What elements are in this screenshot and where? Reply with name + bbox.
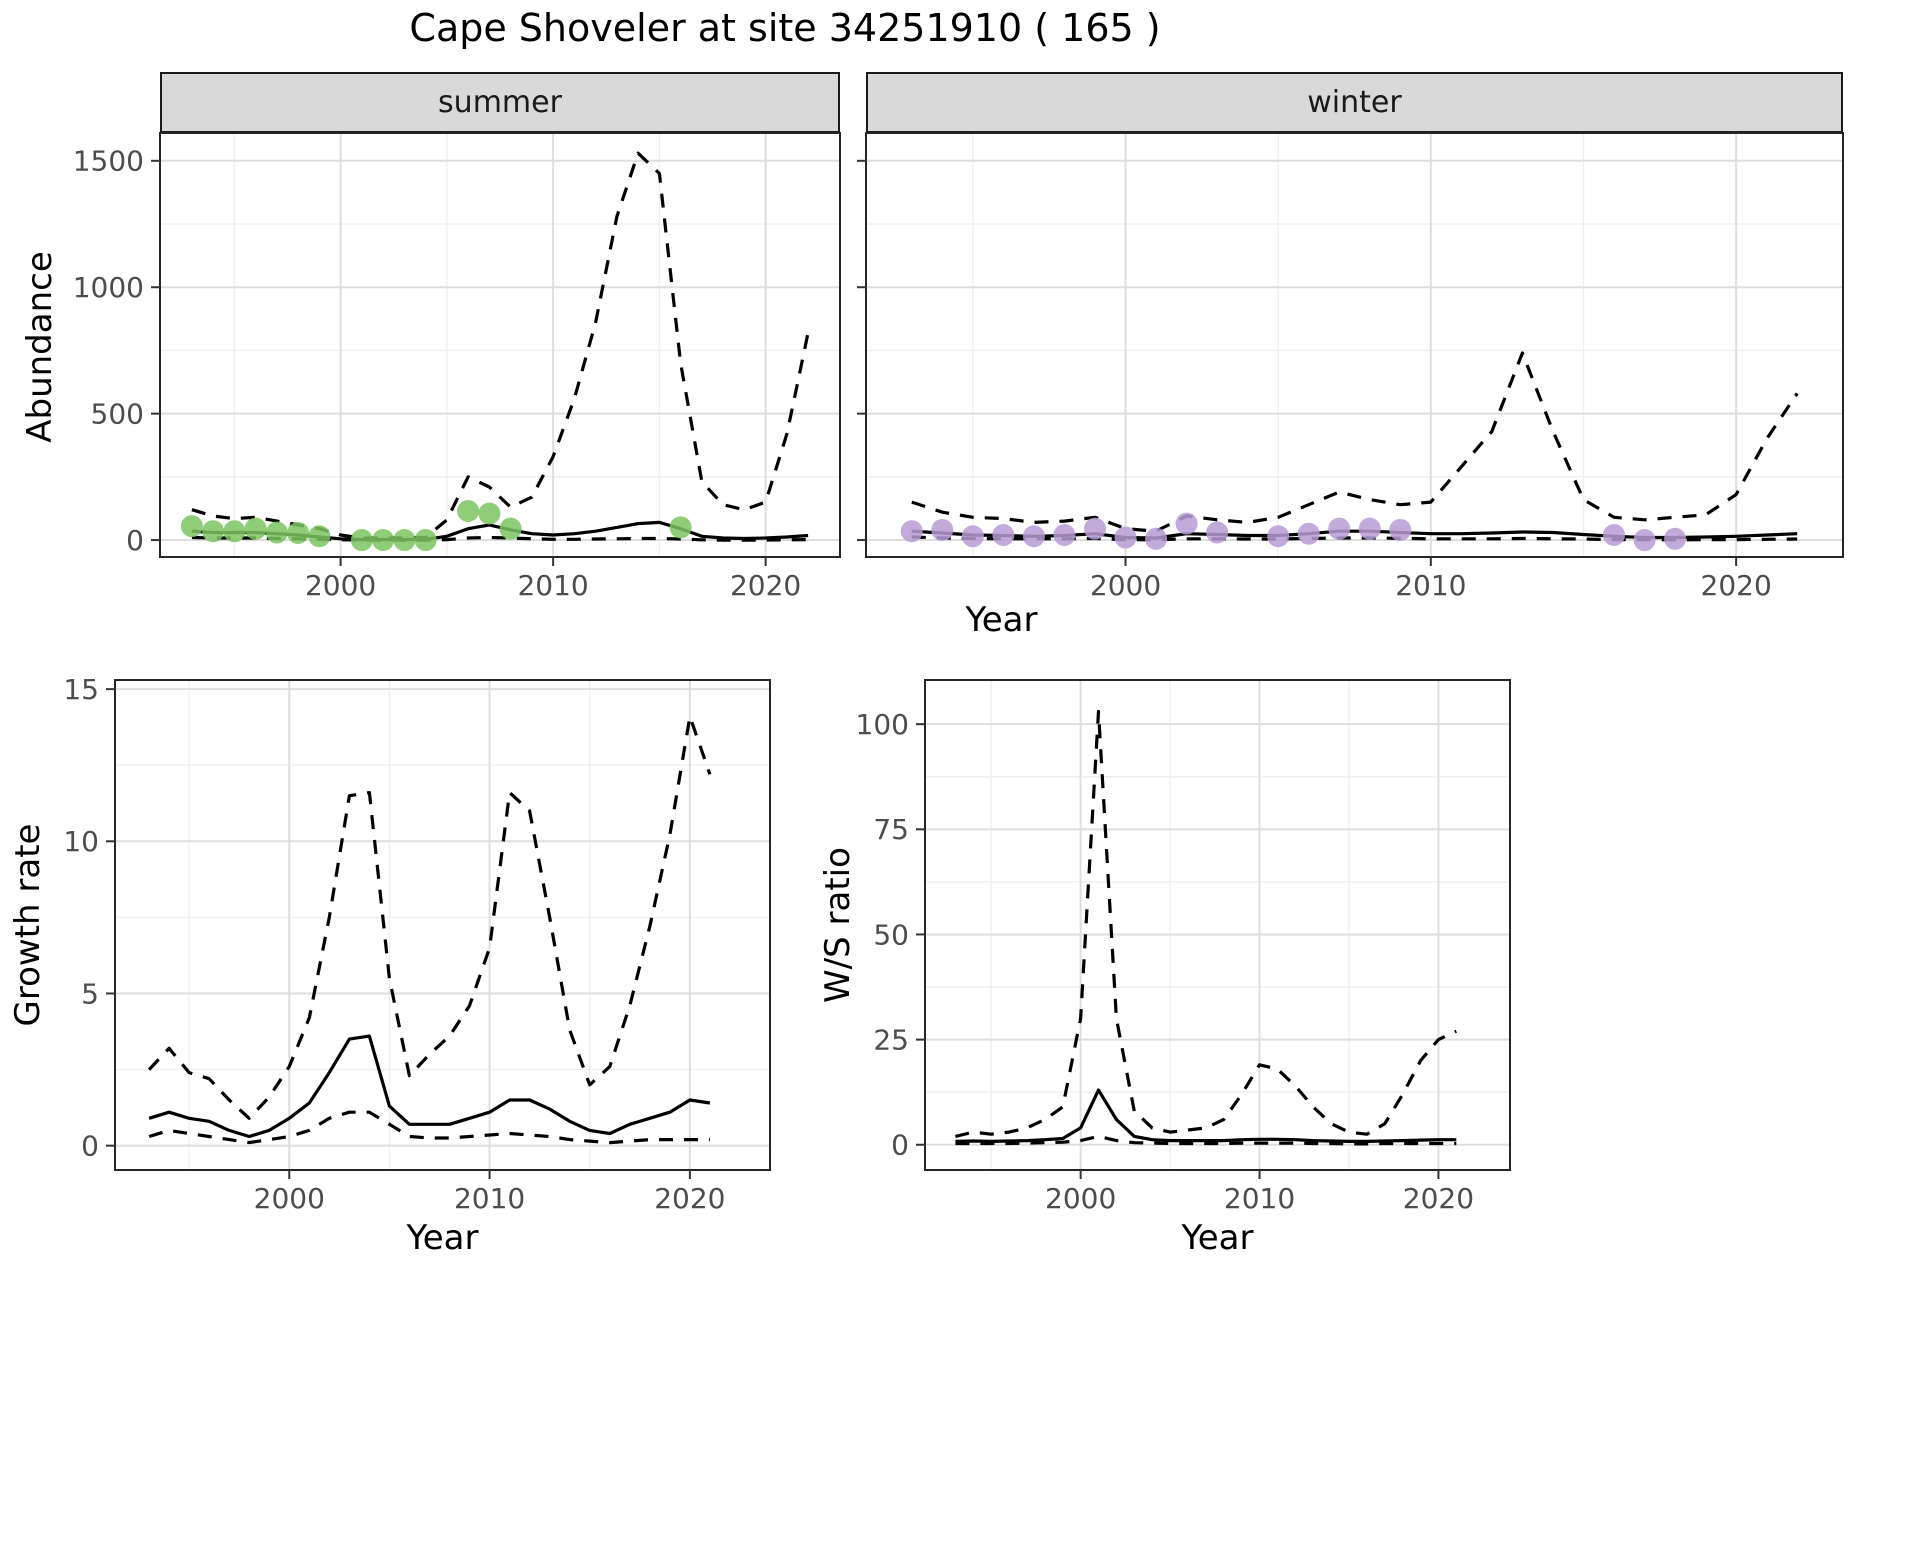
y-tick-label: 75 xyxy=(873,813,909,846)
panel-border xyxy=(924,679,1511,1171)
abundance-winter-observed-counts-point xyxy=(1389,518,1412,541)
facet-strip-winter: winter xyxy=(866,72,1843,133)
facet-strip-summer-label: summer xyxy=(438,85,562,120)
abundance-summer-observed-counts-point xyxy=(499,517,522,540)
y-tick-label: 50 xyxy=(873,918,909,951)
abundance-summer-observed-counts-point xyxy=(202,520,225,543)
abundance-winter-observed-counts-point xyxy=(992,524,1015,547)
abundance-summer-observed-counts-point xyxy=(223,520,246,543)
x-tick-label: 2020 xyxy=(730,569,801,602)
series-group-abundance-winter xyxy=(900,351,1799,552)
abundance-winter-observed-counts-point xyxy=(1358,517,1381,540)
panel-abundance-winter: 2000 2010 2020 xyxy=(857,132,1844,602)
top-year-axis-title: Year xyxy=(965,600,1038,640)
x-tick-label: 2020 xyxy=(654,1182,725,1215)
y-tick-label: 500 xyxy=(91,397,144,430)
abundance-summer-observed-counts-point xyxy=(287,521,310,544)
panel-background xyxy=(866,133,1843,557)
y-tick-label: 0 xyxy=(81,1129,99,1162)
y-tick-label: 5 xyxy=(81,977,99,1010)
facet-strip-summer: summer xyxy=(160,72,840,133)
growth-rate-upper-ci-line xyxy=(147,714,712,1120)
abundance-winter-observed-counts-point xyxy=(1267,525,1290,548)
ws-year-axis-title: Year xyxy=(1181,1218,1254,1258)
x-tick-label: 2000 xyxy=(305,569,376,602)
panel-ws-ratio: 2000 2010 2020 0 25 50 75 100 xyxy=(856,679,1511,1215)
chart-title: Cape Shoveler at site 34251910 ( 165 ) xyxy=(409,6,1161,50)
panel-background xyxy=(115,680,770,1170)
x-tick-label: 2010 xyxy=(1224,1182,1295,1215)
abundance-summer-observed-counts-point xyxy=(478,502,501,525)
y-tick-label: 0 xyxy=(126,524,144,557)
abundance-winter-observed-counts-point xyxy=(1114,526,1137,549)
abundance-winter-observed-counts-point xyxy=(1145,527,1168,550)
abundance-summer-observed-counts-point xyxy=(350,529,373,552)
abundance-winter-observed-counts-point xyxy=(961,525,984,548)
x-tick-label: 2000 xyxy=(1045,1182,1116,1215)
series-group-ws-ratio xyxy=(955,709,1457,1146)
abundance-summer-observed-counts-point xyxy=(265,521,288,544)
panel-background xyxy=(925,680,1510,1170)
panel-border xyxy=(865,132,1844,558)
abundance-winter-upper-ci-line xyxy=(911,351,1799,533)
y-tick-label: 10 xyxy=(63,825,99,858)
abundance-winter-observed-counts-point xyxy=(1022,525,1045,548)
y-tick-label: 1000 xyxy=(73,271,144,304)
x-tick-label: 2000 xyxy=(1090,569,1161,602)
abundance-winter-observed-counts-point xyxy=(1328,517,1351,540)
abundance-winter-observed-counts-point xyxy=(1664,527,1687,550)
ws-ratio-upper-ci-line xyxy=(955,709,1457,1138)
panel-border xyxy=(114,679,771,1171)
x-tick-label: 2010 xyxy=(1395,569,1466,602)
ws-ratio-lower-ci-line xyxy=(955,1134,1457,1146)
abundance-summer-observed-counts-point xyxy=(414,529,437,552)
panel-abundance-summer: 2000 2010 2020 0 500 1000 1500 xyxy=(73,132,841,602)
abundance-winter-observed-counts-point xyxy=(1603,524,1626,547)
abundance-winter-observed-counts-point xyxy=(1083,517,1106,540)
panel-border xyxy=(159,132,841,558)
x-tick-label: 2010 xyxy=(454,1182,525,1215)
y-tick-label: 100 xyxy=(856,708,909,741)
abundance-winter-observed-counts-point xyxy=(931,518,954,541)
series-group-growth-rate xyxy=(147,714,712,1145)
growth-rate-mean-fit-line xyxy=(148,1034,711,1139)
series-group-abundance-summer xyxy=(180,151,810,552)
x-tick-label: 2010 xyxy=(517,569,588,602)
y-tick-label: 15 xyxy=(63,673,99,706)
abundance-winter-observed-counts-point xyxy=(1175,512,1198,535)
abundance-winter-observed-counts-point xyxy=(900,520,923,543)
ws-ratio-mean-fit-line xyxy=(955,1088,1457,1143)
panel-background xyxy=(160,133,840,557)
y-tick-label: 1500 xyxy=(73,145,144,178)
abundance-summer-observed-counts-point xyxy=(372,529,395,552)
abundance-winter-observed-counts-point xyxy=(1297,522,1320,545)
y-tick-label: 0 xyxy=(891,1129,909,1162)
growth-year-axis-title: Year xyxy=(406,1218,479,1258)
facet-strip-winter-label: winter xyxy=(1307,85,1402,120)
abundance-summer-observed-counts-point xyxy=(244,517,267,540)
abundance-summer-observed-counts-point xyxy=(393,529,416,552)
abundance-winter-observed-counts-point xyxy=(1053,524,1076,547)
abundance-winter-observed-counts-point xyxy=(1633,529,1656,552)
abundance-summer-observed-counts-point xyxy=(308,525,331,548)
growth-rate-lower-ci-line xyxy=(148,1110,710,1145)
x-tick-label: 2020 xyxy=(1403,1182,1474,1215)
x-tick-label: 2000 xyxy=(254,1182,325,1215)
abundance-summer-observed-counts-point xyxy=(669,516,692,539)
abundance-summer-observed-counts-point xyxy=(180,515,203,538)
y-tick-label: 25 xyxy=(873,1023,909,1056)
abundance-summer-observed-counts-point xyxy=(457,499,480,522)
abundance-winter-observed-counts-point xyxy=(1206,521,1229,544)
x-tick-label: 2020 xyxy=(1701,569,1772,602)
panel-growth-rate: 2000 2010 2020 0 5 10 15 xyxy=(63,673,771,1215)
